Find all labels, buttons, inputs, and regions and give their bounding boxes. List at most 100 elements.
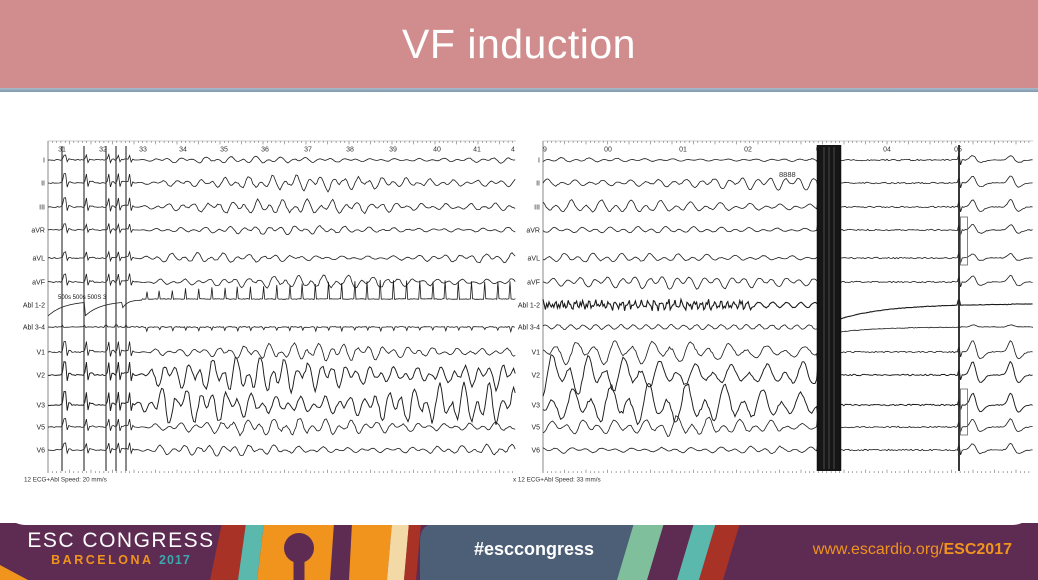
footer-city: BARCELONA	[51, 553, 154, 568]
footer-shape-red-2	[404, 523, 421, 580]
ruler-label: 05	[954, 147, 962, 154]
ruler-label: 00	[604, 147, 612, 154]
lead-label: Abl 1-2	[23, 302, 45, 309]
lead-label: V6	[531, 447, 540, 454]
ecg-panel-left: 31323334353637383940414IIIIIIaVRaVLaVFAb…	[22, 133, 518, 485]
ruler-label: 32	[99, 147, 107, 154]
ruler-label: 01	[679, 147, 687, 154]
ecg-trace	[47, 356, 516, 395]
lead-label: III	[39, 204, 45, 211]
ruler-label: 9	[543, 147, 547, 154]
lead-label: aVL	[33, 255, 46, 262]
lead-label: aVF	[527, 279, 540, 286]
lead-label: V1	[36, 349, 45, 356]
ecg-trace	[47, 418, 516, 437]
ecg-trace	[542, 322, 1034, 336]
ecg-trace	[542, 150, 1033, 166]
ecg-trace	[542, 168, 1033, 197]
ruler-label: 35	[220, 147, 228, 154]
ecg-trace	[47, 323, 515, 334]
ruler-label: 34	[179, 147, 187, 154]
footer-year: 2017	[159, 553, 191, 568]
ecg-trace	[542, 293, 1033, 320]
lead-label: I	[43, 157, 45, 164]
ruler-label: 33	[139, 147, 147, 154]
congress-url: www.escardio.org/ESC2017	[813, 541, 1012, 559]
interval-annotation: 8888	[779, 170, 796, 179]
lead-label: I	[538, 157, 540, 164]
lead-label: V3	[531, 402, 540, 409]
keyhole-icon	[284, 533, 314, 563]
ruler-label: 02	[744, 147, 752, 154]
ruler-label: 04	[883, 147, 891, 154]
keyhole-stem	[293, 559, 305, 580]
esc-congress-wordmark: ESC CONGRESS	[27, 529, 215, 552]
ecg-trace	[542, 269, 1033, 297]
ecg-trace	[542, 195, 1033, 222]
lead-label: Abl 1-2	[518, 302, 540, 309]
esc-congress-brand: ESC CONGRESS BARCELONA 2017	[26, 529, 216, 568]
pacing-cycle-label: 500s 500s 500S 3	[58, 295, 107, 301]
ecg-trace	[47, 279, 516, 317]
lead-label: Abl 3-4	[518, 324, 540, 331]
ecg-left-tracing: 31323334353637383940414IIIIIIaVRaVLaVFAb…	[23, 140, 516, 484]
slide-header: VF induction	[0, 0, 1038, 88]
lead-label: III	[534, 204, 540, 211]
lead-label: V2	[36, 372, 45, 379]
lead-label: V5	[531, 424, 540, 431]
footer-stripe-red	[699, 523, 740, 580]
ruler-label: 38	[346, 147, 354, 154]
status-bar: 12 ECG+Abl Speed: 20 mm/s	[24, 477, 107, 484]
ecg-trace	[542, 250, 1033, 271]
lead-label: Abl 3-4	[23, 324, 45, 331]
ecg-trace	[542, 440, 1033, 461]
lead-label: V3	[36, 402, 45, 409]
footer-stripe-green	[617, 523, 664, 580]
ecg-trace	[542, 353, 1033, 397]
lead-label: V5	[36, 424, 45, 431]
lead-label: V2	[531, 372, 540, 379]
footer-shape-orange-2	[349, 523, 392, 580]
status-bar: x 12 ECG+Abl Speed: 33 mm/s	[513, 477, 601, 484]
footer-decoration	[0, 523, 1038, 580]
ecg-trace	[47, 381, 516, 425]
footer-shape-orange-corner	[0, 565, 28, 580]
ecg-trace	[47, 173, 516, 193]
ruler-label: 4	[511, 147, 515, 154]
ecg-trace	[47, 442, 516, 457]
ecg-trace	[542, 410, 1033, 444]
footer-shape-teal	[238, 523, 264, 580]
lead-label: II	[536, 180, 540, 187]
ecg-trace	[47, 222, 516, 236]
ruler-label: 41	[473, 147, 481, 154]
caliper-bracket	[960, 388, 968, 436]
shock-artifact-band	[818, 145, 840, 471]
ecg-trace	[542, 336, 1033, 369]
lead-label: aVF	[32, 279, 45, 286]
ecg-trace	[47, 250, 516, 264]
ecg-trace	[542, 219, 1033, 241]
ecg-trace	[542, 383, 1033, 426]
lead-label: aVR	[526, 227, 540, 234]
ruler-label: 40	[433, 147, 441, 154]
slide-title: VF induction	[402, 20, 636, 67]
url-highlight: ESC2017	[943, 541, 1013, 558]
lead-label: V6	[36, 447, 45, 454]
hashtag-plate	[420, 523, 634, 580]
hashtag-label: #esccongress	[473, 539, 595, 559]
ruler-label: 37	[304, 147, 312, 154]
header-divider	[0, 88, 1038, 92]
lead-label: V1	[531, 349, 540, 356]
footer-shape-red	[210, 523, 246, 580]
url-prefix: www.escardio.org/	[812, 541, 944, 558]
ecg-trace	[47, 153, 516, 164]
ruler-label: 39	[389, 147, 397, 154]
footer-banner: ESC CONGRESS BARCELONA 2017 #esccongress…	[0, 523, 1038, 580]
lead-label: II	[41, 180, 45, 187]
ruler-label: 36	[261, 147, 269, 154]
footer-shape-cream	[387, 523, 409, 580]
content-panel: 31323334353637383940414IIIIIIaVRaVLaVFAb…	[0, 92, 1038, 525]
